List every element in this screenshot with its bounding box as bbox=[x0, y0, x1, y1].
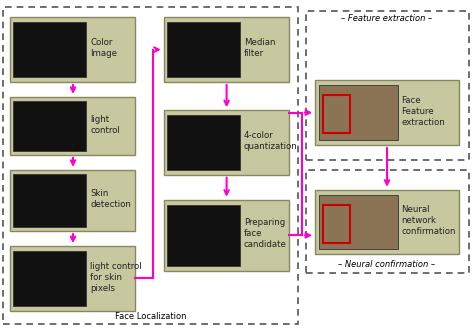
FancyBboxPatch shape bbox=[164, 110, 289, 175]
FancyBboxPatch shape bbox=[167, 205, 239, 266]
FancyBboxPatch shape bbox=[10, 97, 136, 155]
Text: – Feature extraction –: – Feature extraction – bbox=[341, 14, 433, 23]
FancyBboxPatch shape bbox=[167, 22, 239, 77]
FancyBboxPatch shape bbox=[13, 22, 86, 77]
FancyBboxPatch shape bbox=[167, 115, 239, 170]
Text: Face
Feature
extraction: Face Feature extraction bbox=[401, 96, 445, 127]
Text: 4-color
quantization: 4-color quantization bbox=[244, 131, 298, 151]
Text: Preparing
face
candidate: Preparing face candidate bbox=[244, 218, 287, 249]
FancyBboxPatch shape bbox=[10, 246, 136, 311]
Text: Median
filter: Median filter bbox=[244, 38, 275, 58]
Text: Skin
detection: Skin detection bbox=[91, 189, 131, 209]
FancyBboxPatch shape bbox=[315, 80, 459, 145]
FancyBboxPatch shape bbox=[10, 17, 136, 82]
FancyBboxPatch shape bbox=[164, 17, 289, 82]
FancyBboxPatch shape bbox=[13, 101, 86, 151]
FancyBboxPatch shape bbox=[13, 251, 86, 306]
Text: Face Localization: Face Localization bbox=[115, 312, 186, 321]
Text: Neural
network
confirmation: Neural network confirmation bbox=[401, 205, 456, 236]
Text: Color
Image: Color Image bbox=[91, 38, 117, 58]
Text: light control
for skin
pixels: light control for skin pixels bbox=[91, 261, 142, 293]
Text: – Neural confirmation –: – Neural confirmation – bbox=[338, 260, 436, 269]
FancyBboxPatch shape bbox=[164, 200, 289, 271]
Text: light
control: light control bbox=[91, 115, 120, 135]
FancyBboxPatch shape bbox=[10, 170, 136, 231]
FancyBboxPatch shape bbox=[13, 174, 86, 227]
FancyBboxPatch shape bbox=[315, 190, 459, 254]
FancyBboxPatch shape bbox=[319, 195, 398, 249]
FancyBboxPatch shape bbox=[319, 86, 398, 140]
